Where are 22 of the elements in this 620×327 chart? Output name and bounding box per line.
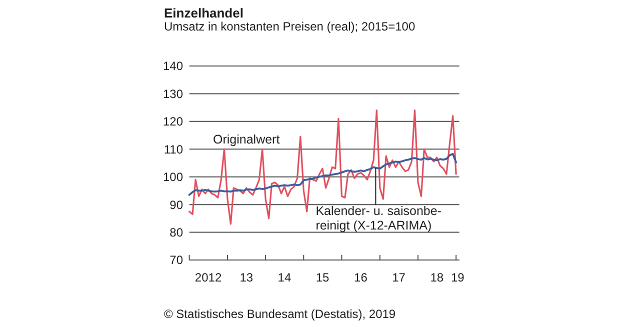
y-tick-label: 80	[170, 225, 184, 240]
y-tick-label: 100	[162, 170, 184, 184]
y-tick-label: 90	[170, 198, 184, 212]
text: © Statistisches Bundesamt (Destatis), 2019	[164, 307, 396, 321]
x-tick-label: 2012	[194, 270, 222, 284]
y-tick-label: 140	[162, 59, 184, 74]
series-label: Kalender- u. saisonbe- reinigt (X-12-ARIMA)	[316, 204, 442, 232]
chart-title: Einzelhandel	[164, 5, 244, 20]
x-tick-label: 13	[240, 270, 254, 284]
x-tick-label: 17	[392, 270, 406, 284]
y-tick-label: 110	[164, 142, 184, 156]
line-series	[188, 152, 458, 196]
y-tick-label: 120	[162, 114, 184, 129]
x-tick-label: 14	[278, 270, 292, 284]
y-tick-label: 70	[170, 253, 184, 268]
x-tick-label: 19	[450, 270, 465, 284]
y-tick-label: 130	[162, 86, 184, 101]
series-label: Originalwert	[213, 132, 280, 146]
chart-subtitle: Umsatz in konstanten Preisen (real); 2015=100	[164, 20, 416, 34]
x-tick-label: 15	[316, 270, 330, 284]
x-tick-label: 16	[354, 270, 368, 284]
x-tick-label: 18	[430, 270, 444, 284]
